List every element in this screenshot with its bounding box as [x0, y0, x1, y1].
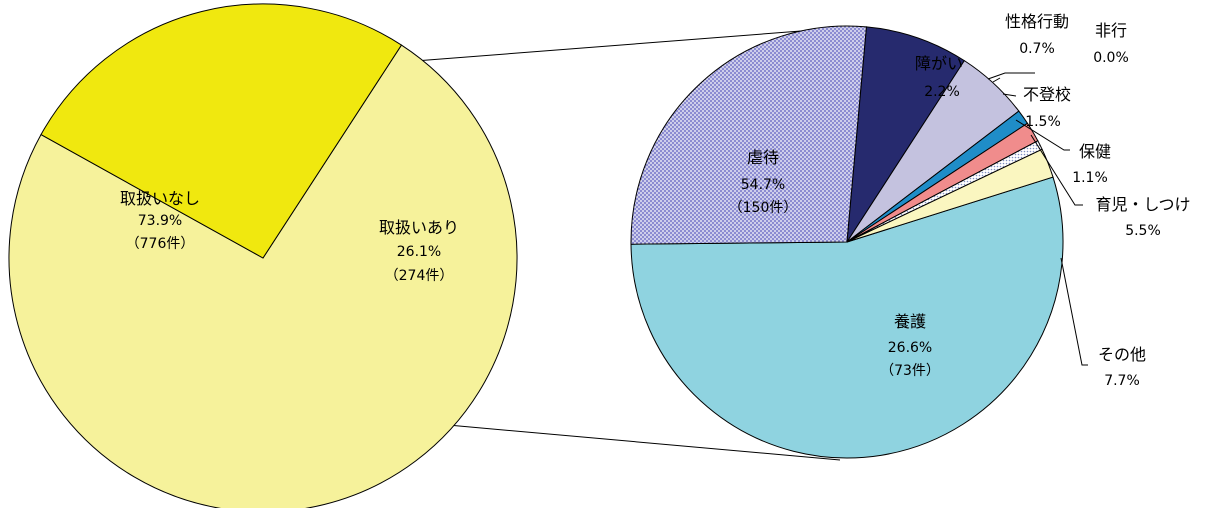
connector-line-bottom	[447, 424, 841, 461]
leader-line-truancy	[1002, 93, 1017, 97]
slice-label-delinquency-pct: 0.0%	[1093, 50, 1129, 66]
slice-label-handled-name: 取扱いあり	[379, 218, 459, 237]
breakdown-pie-slice-2	[846, 26, 966, 243]
breakdown-pie	[630, 25, 1064, 459]
slice-label-truancy-pct: 1.5%	[1025, 114, 1061, 130]
slice-label-health-name: 保健	[1079, 142, 1111, 161]
slice-label-disability-pct: 2.2%	[924, 84, 960, 100]
breakdown-pie-labels: 虐待 54.7% （150件） 養護 26.6% （73件） その他 7.7% …	[729, 12, 1191, 389]
main-pie-labels: 取扱いなし 73.9% （776件） 取扱いあり 26.1% （274件）	[120, 189, 459, 284]
main-pie	[8, 3, 518, 508]
slice-label-abuse-pct: 54.7%	[741, 177, 785, 193]
slice-label-care-pct: 26.6%	[888, 340, 932, 356]
breakdown-pie-slice-1	[630, 25, 868, 245]
slice-label-truancy-name: 不登校	[1023, 85, 1071, 104]
slice-label-childcare-pct: 5.5%	[1125, 223, 1161, 239]
breakdown-pie-slice-0	[630, 176, 1064, 459]
slice-label-behavior-pct: 0.7%	[1019, 41, 1055, 57]
main-pie-slice-0	[8, 44, 518, 508]
connector-line-top	[414, 27, 841, 62]
slice-label-none-pct: 73.9%	[138, 213, 182, 229]
main-pie-slice-1	[40, 3, 403, 259]
slice-label-delinquency-name: 非行	[1095, 21, 1127, 40]
slice-label-behavior-name: 性格行動	[1005, 12, 1069, 31]
slice-label-care-name: 養護	[894, 312, 926, 331]
slice-label-other-pct: 7.7%	[1104, 373, 1140, 389]
leader-line-childcare	[1030, 134, 1083, 206]
leader-line-behavior	[987, 72, 1035, 80]
slice-label-handled-pct: 26.1%	[397, 244, 441, 260]
leader-lines	[987, 72, 1088, 366]
slice-label-care-count: （73件）	[880, 363, 940, 379]
slice-label-other-name: その他	[1098, 345, 1146, 364]
slice-label-none-name: 取扱いなし	[120, 189, 200, 208]
slice-label-health-pct: 1.1%	[1072, 170, 1108, 186]
slice-label-childcare-name: 育児・しつけ	[1095, 195, 1190, 214]
leader-line-other	[1060, 257, 1088, 366]
slice-label-handled-count: （274件）	[385, 268, 454, 284]
slice-label-none-count: （776件）	[126, 236, 195, 252]
slice-label-abuse-count: （150件）	[729, 200, 798, 216]
leader-line-delinquency	[992, 77, 1001, 83]
slice-label-abuse-name: 虐待	[747, 148, 779, 167]
slice-label-disability-name: 障がい	[915, 54, 963, 73]
leader-line-health	[1015, 119, 1070, 151]
